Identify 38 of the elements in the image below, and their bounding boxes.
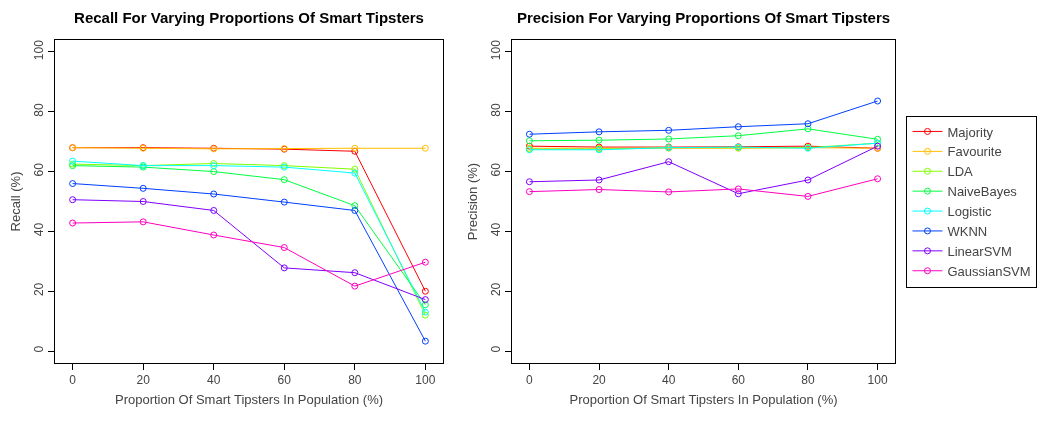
legend-label: WKNN xyxy=(947,224,988,240)
y-axis-title: Recall (%) xyxy=(8,171,24,232)
legend-label: LinearSVM xyxy=(947,243,1012,259)
x-tick-label: 20 xyxy=(136,373,151,388)
x-tick-label: 100 xyxy=(867,373,888,388)
x-tick-label: 60 xyxy=(731,373,746,388)
y-axis-title: Precision (%) xyxy=(465,162,481,241)
x-tick-label: 20 xyxy=(592,373,607,388)
x-tick-label: 0 xyxy=(69,373,77,388)
x-axis-title: Proportion Of Smart Tipsters In Population (%) xyxy=(569,392,838,407)
y-tick-label: 20 xyxy=(489,282,504,297)
legend-label: Majority xyxy=(947,124,994,140)
y-tick-label: 100 xyxy=(32,39,47,61)
y-tick-label: 60 xyxy=(489,162,504,177)
x-tick-label: 0 xyxy=(526,373,534,388)
x-axis-title: Proportion Of Smart Tipsters In Population (%) xyxy=(114,392,384,407)
legend-label: Logistic xyxy=(947,204,993,220)
y-tick-label: 0 xyxy=(32,345,47,353)
chart-title: Recall For Varying Proportions Of Smart Tipsters xyxy=(74,9,424,27)
chart-title: Precision For Varying Proportions Of Smart Tipsters xyxy=(516,9,891,27)
legend-label: NaiveBayes xyxy=(947,184,1018,200)
x-tick-label: 40 xyxy=(662,373,676,388)
x-tick-label: 80 xyxy=(348,373,362,388)
y-tick-label: 20 xyxy=(32,282,47,297)
x-tick-label: 40 xyxy=(207,373,221,388)
y-tick-label: 40 xyxy=(32,222,47,237)
legend-label: GaussianSVM xyxy=(947,263,1031,279)
legend-label: LDA xyxy=(947,164,974,180)
x-tick-label: 80 xyxy=(801,373,815,388)
y-tick-label: 100 xyxy=(489,39,504,61)
y-tick-label: 80 xyxy=(489,102,504,117)
x-tick-label: 100 xyxy=(415,373,436,388)
x-tick-label: 60 xyxy=(277,373,292,388)
y-tick-label: 60 xyxy=(32,162,47,177)
y-tick-label: 80 xyxy=(32,102,47,117)
y-tick-label: 0 xyxy=(489,345,504,353)
y-tick-label: 40 xyxy=(489,222,504,237)
legend-label: Favourite xyxy=(947,144,1002,160)
